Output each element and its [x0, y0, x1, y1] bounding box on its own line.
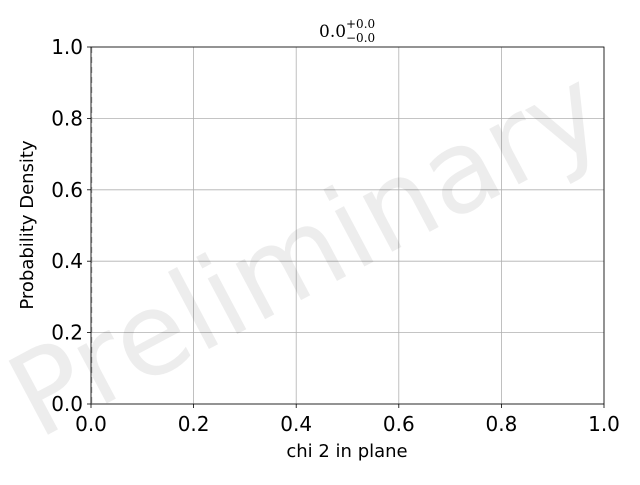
chart-title: 0.0 +0.0 −0.0 — [319, 17, 375, 45]
y-tick-label: 0.0 — [51, 392, 83, 416]
y-axis-ticks: 0.0 0.2 0.4 0.6 0.8 1.0 — [51, 35, 91, 416]
title-lower-error: −0.0 — [346, 31, 375, 45]
x-axis-label: chi 2 in plane — [286, 441, 407, 462]
title-upper-error: +0.0 — [346, 17, 375, 31]
y-tick-label: 0.4 — [51, 249, 83, 273]
x-tick-label: 0.6 — [383, 412, 415, 436]
x-tick-label: 0.4 — [280, 412, 312, 436]
x-tick-label: 1.0 — [588, 412, 620, 436]
watermark-text: Preliminary — [0, 42, 625, 465]
y-tick-label: 0.6 — [51, 178, 83, 202]
x-tick-label: 0.2 — [178, 412, 210, 436]
y-tick-label: 0.2 — [51, 321, 83, 345]
x-axis-ticks: 0.0 0.2 0.4 0.6 0.8 1.0 — [75, 404, 620, 436]
x-tick-label: 0.0 — [75, 412, 107, 436]
y-axis-label: Probability Density — [17, 140, 38, 310]
x-tick-label: 0.8 — [485, 412, 517, 436]
title-value: 0.0 — [319, 22, 346, 42]
plot-frame — [90, 46, 605, 405]
y-tick-label: 1.0 — [51, 35, 83, 59]
y-tick-label: 0.8 — [51, 106, 83, 130]
